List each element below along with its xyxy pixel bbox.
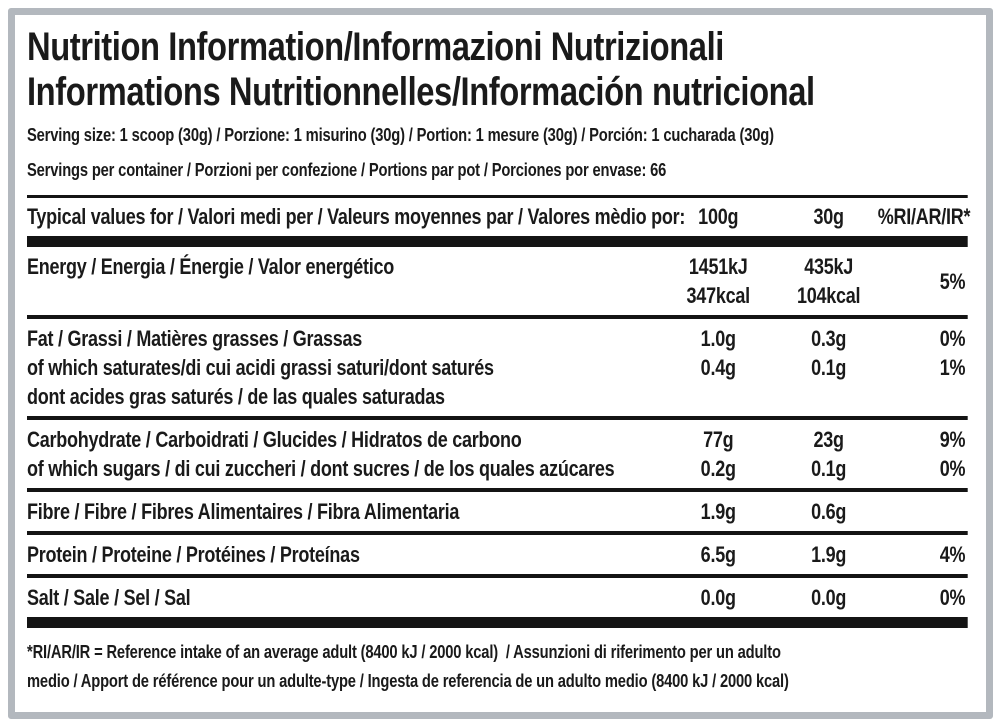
table-row-protein: Protein / Proteine / Protéines / Proteín… [27, 535, 968, 574]
row-value-pct: 1% [939, 355, 966, 380]
row-value-pct: 0% [939, 456, 966, 481]
separator-rule [27, 416, 968, 420]
row-value-100g: 1.9g [700, 499, 736, 524]
separator-rule-top [27, 195, 968, 198]
table-row-fibre: Fibre / Fibre / Fibres Alimentaires / Fi… [27, 492, 968, 531]
separator-rule [27, 617, 968, 628]
servings-per-container-line: Servings per container / Porzioni per co… [27, 160, 667, 180]
row-value-100g: 347kcal [686, 283, 751, 308]
row-value-100g: 1451kJ [688, 254, 748, 279]
serving-size-line: Serving size: 1 scoop (30g) / Porzione: … [27, 125, 774, 145]
row-value-30g: 0.1g [811, 355, 847, 380]
row-label-line: Protein / Proteine / Protéines / Proteín… [27, 542, 360, 567]
row-value-100g: 1.0g [700, 326, 736, 351]
row-label-line: of which sugars / di cui zuccheri / dont… [27, 456, 615, 481]
row-label-line: Energy / Energia / Énergie / Valor energ… [27, 254, 395, 279]
row-value-30g: 23g [813, 427, 844, 452]
row-value-pct: 4% [939, 542, 966, 567]
row-value-30g: 0.6g [811, 499, 847, 524]
row-label-line: Carbohydrate / Carboidrati / Glucides / … [27, 427, 522, 452]
label-title-line-1: Nutrition Information/Informazioni Nutri… [27, 25, 724, 69]
row-value-30g: 435kJ [804, 254, 854, 279]
row-value-30g: 0.0g [811, 585, 847, 610]
table-row-carbohydrate: Carbohydrate / Carboidrati / Glucides / … [27, 420, 968, 488]
row-value-pct: 0% [939, 326, 966, 351]
row-value-100g: 0.2g [700, 456, 736, 481]
row-value-30g: 0.3g [811, 326, 847, 351]
row-value-100g: 77g [703, 427, 734, 452]
header-label: Typical values for / Valori medi per / V… [27, 204, 686, 229]
row-value-30g: 0.1g [811, 456, 847, 481]
table-row-fat: Fat / Grassi / Matières grasses / Grassa… [27, 319, 968, 416]
header-col-30g: 30g [813, 204, 844, 229]
separator-rule [27, 488, 968, 492]
table-row-energy: Energy / Energia / Énergie / Valor energ… [27, 247, 968, 315]
separator-rule [27, 574, 968, 578]
footnote-line: *RI/AR/IR = Reference intake of an avera… [27, 642, 781, 662]
nutrition-label: Nutrition Information/Informazioni Nutri… [8, 8, 993, 719]
row-label-line: Fibre / Fibre / Fibres Alimentaires / Fi… [27, 499, 460, 524]
header-col-100g: 100g [698, 204, 739, 229]
row-value-100g: 6.5g [700, 542, 736, 567]
row-value-100g: 0.4g [700, 355, 736, 380]
row-value-30g: 1.9g [811, 542, 847, 567]
row-value-pct: 5% [939, 268, 966, 294]
row-label-line: Fat / Grassi / Matières grasses / Grassa… [27, 326, 363, 351]
table-row-salt: Salt / Sale / Sel / Sal 0.0g 0.0g 0% [27, 578, 968, 617]
separator-rule [27, 315, 968, 319]
row-label-line: dont acides gras saturés / de las quales… [27, 384, 445, 409]
row-label-line: of which saturates/di cui acidi grassi s… [27, 355, 494, 380]
footnote: *RI/AR/IR = Reference intake of an avera… [27, 638, 968, 696]
row-value-pct: 9% [939, 427, 966, 452]
nutrition-table-rows: Energy / Energia / Énergie / Valor energ… [27, 247, 968, 628]
header-bottom-bar [27, 236, 968, 247]
label-title: Nutrition Information/Informazioni Nutri… [27, 25, 968, 115]
label-title-line-2: Informations Nutritionnelles/Información… [27, 70, 815, 114]
header-col-pct: %RI/AR/IR* [877, 204, 971, 229]
separator-rule [27, 531, 968, 535]
row-value-30g: 104kcal [796, 283, 861, 308]
footnote-line: medio / Apport de référence pour un adul… [27, 671, 789, 691]
row-label-line: Salt / Sale / Sel / Sal [27, 585, 191, 610]
table-header-row: Typical values for / Valori medi per / V… [27, 198, 971, 236]
row-value-100g: 0.0g [700, 585, 736, 610]
row-value-pct: 0% [939, 585, 966, 610]
